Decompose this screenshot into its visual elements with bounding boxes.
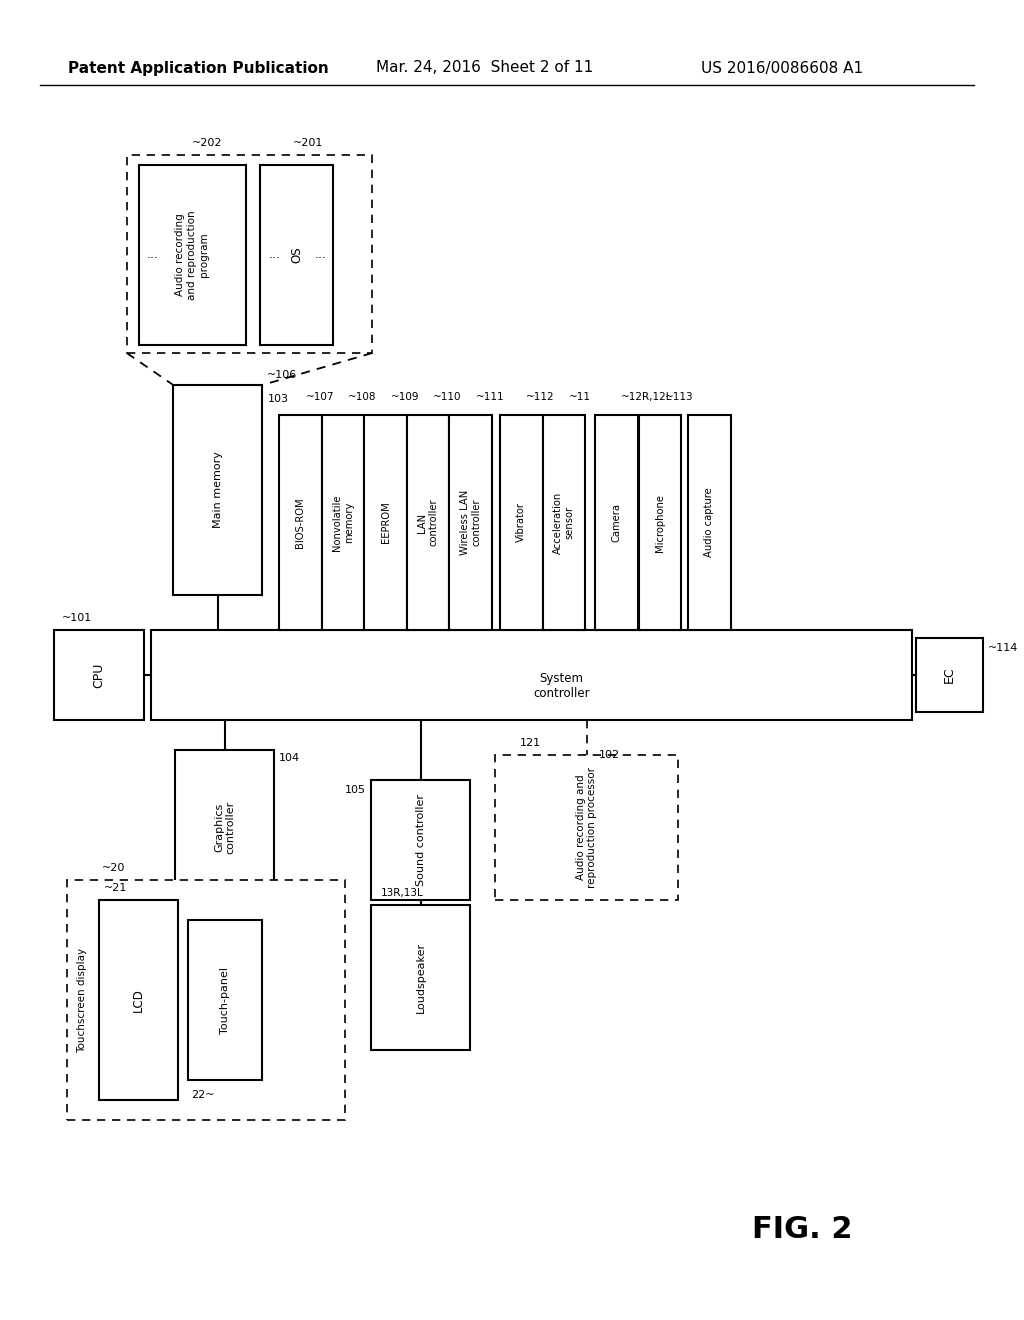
Text: Vibrator: Vibrator	[516, 503, 526, 543]
Text: EC: EC	[943, 667, 956, 684]
Text: ...: ...	[268, 248, 281, 261]
Bar	[152, 630, 911, 719]
Text: ~114: ~114	[988, 643, 1019, 653]
Bar	[99, 900, 178, 1100]
Bar	[173, 385, 262, 595]
Text: ~113: ~113	[665, 392, 693, 403]
Bar	[639, 414, 681, 630]
Bar	[280, 414, 322, 630]
Text: Graphics
controller: Graphics controller	[214, 801, 236, 854]
Bar	[138, 165, 246, 345]
Text: Touch-panel: Touch-panel	[220, 966, 230, 1034]
Text: Nonvolatile
memory: Nonvolatile memory	[332, 494, 354, 550]
Text: Audio recording
and reproduction
program: Audio recording and reproduction program	[175, 210, 209, 300]
Text: BIOS-ROM: BIOS-ROM	[296, 498, 305, 548]
Text: CPU: CPU	[92, 663, 105, 688]
Text: ~106: ~106	[267, 370, 298, 380]
Bar	[450, 414, 493, 630]
Text: 121: 121	[520, 738, 541, 748]
Text: LCD: LCD	[132, 989, 145, 1012]
Text: Audio recording and
reproduction processor: Audio recording and reproduction process…	[575, 767, 597, 888]
Bar	[188, 920, 262, 1080]
Bar	[595, 414, 638, 630]
Text: ~112: ~112	[526, 392, 555, 403]
Text: EEPROM: EEPROM	[381, 502, 390, 544]
Text: OS: OS	[290, 247, 303, 263]
Text: Loudspeaker: Loudspeaker	[416, 942, 426, 1012]
Text: FIG. 2: FIG. 2	[752, 1216, 852, 1245]
Bar	[54, 630, 143, 719]
Text: 105: 105	[345, 785, 367, 795]
Bar	[915, 638, 983, 711]
Text: ~111: ~111	[476, 392, 505, 403]
Text: ~101: ~101	[62, 612, 92, 623]
Text: LAN
controller: LAN controller	[418, 499, 439, 546]
Bar	[127, 154, 373, 352]
Text: 104: 104	[280, 752, 300, 763]
Text: 13R,13L: 13R,13L	[381, 888, 424, 898]
Bar	[365, 414, 407, 630]
Text: ~107: ~107	[305, 392, 334, 403]
Text: Microphone: Microphone	[654, 494, 665, 552]
Text: ~21: ~21	[104, 883, 127, 894]
Text: 102: 102	[598, 750, 620, 760]
Text: Acceleration
sensor: Acceleration sensor	[553, 491, 574, 553]
Text: Touchscreen display: Touchscreen display	[77, 948, 87, 1052]
Bar	[372, 906, 470, 1049]
Text: ~12R,12L: ~12R,12L	[622, 392, 673, 403]
Text: ~202: ~202	[191, 139, 222, 148]
Text: Wireless LAN
controller: Wireless LAN controller	[460, 490, 481, 556]
Text: 22~: 22~	[191, 1090, 215, 1100]
Text: Patent Application Publication: Patent Application Publication	[68, 61, 329, 75]
Text: Sound controller: Sound controller	[416, 795, 426, 886]
Bar	[407, 414, 450, 630]
Bar	[500, 414, 543, 630]
Text: System
controller: System controller	[534, 672, 590, 700]
Bar	[322, 414, 365, 630]
Text: Camera: Camera	[611, 503, 622, 543]
Bar	[495, 755, 678, 900]
Bar	[543, 414, 585, 630]
Bar	[68, 880, 344, 1119]
Bar	[372, 780, 470, 900]
Text: ~109: ~109	[390, 392, 419, 403]
Text: ~201: ~201	[293, 139, 324, 148]
Text: ~11: ~11	[568, 392, 591, 403]
Text: ~20: ~20	[102, 863, 125, 873]
Text: 103: 103	[268, 393, 290, 404]
Text: ~110: ~110	[433, 392, 462, 403]
Bar	[260, 165, 333, 345]
Text: ...: ...	[146, 248, 159, 261]
Text: Main memory: Main memory	[213, 451, 223, 528]
Text: ...: ...	[314, 248, 327, 261]
Bar	[688, 414, 731, 630]
Text: Mar. 24, 2016  Sheet 2 of 11: Mar. 24, 2016 Sheet 2 of 11	[377, 61, 594, 75]
Text: ~108: ~108	[348, 392, 377, 403]
Text: Audio capture: Audio capture	[705, 487, 715, 557]
Text: US 2016/0086608 A1: US 2016/0086608 A1	[701, 61, 863, 75]
Bar	[175, 750, 274, 906]
